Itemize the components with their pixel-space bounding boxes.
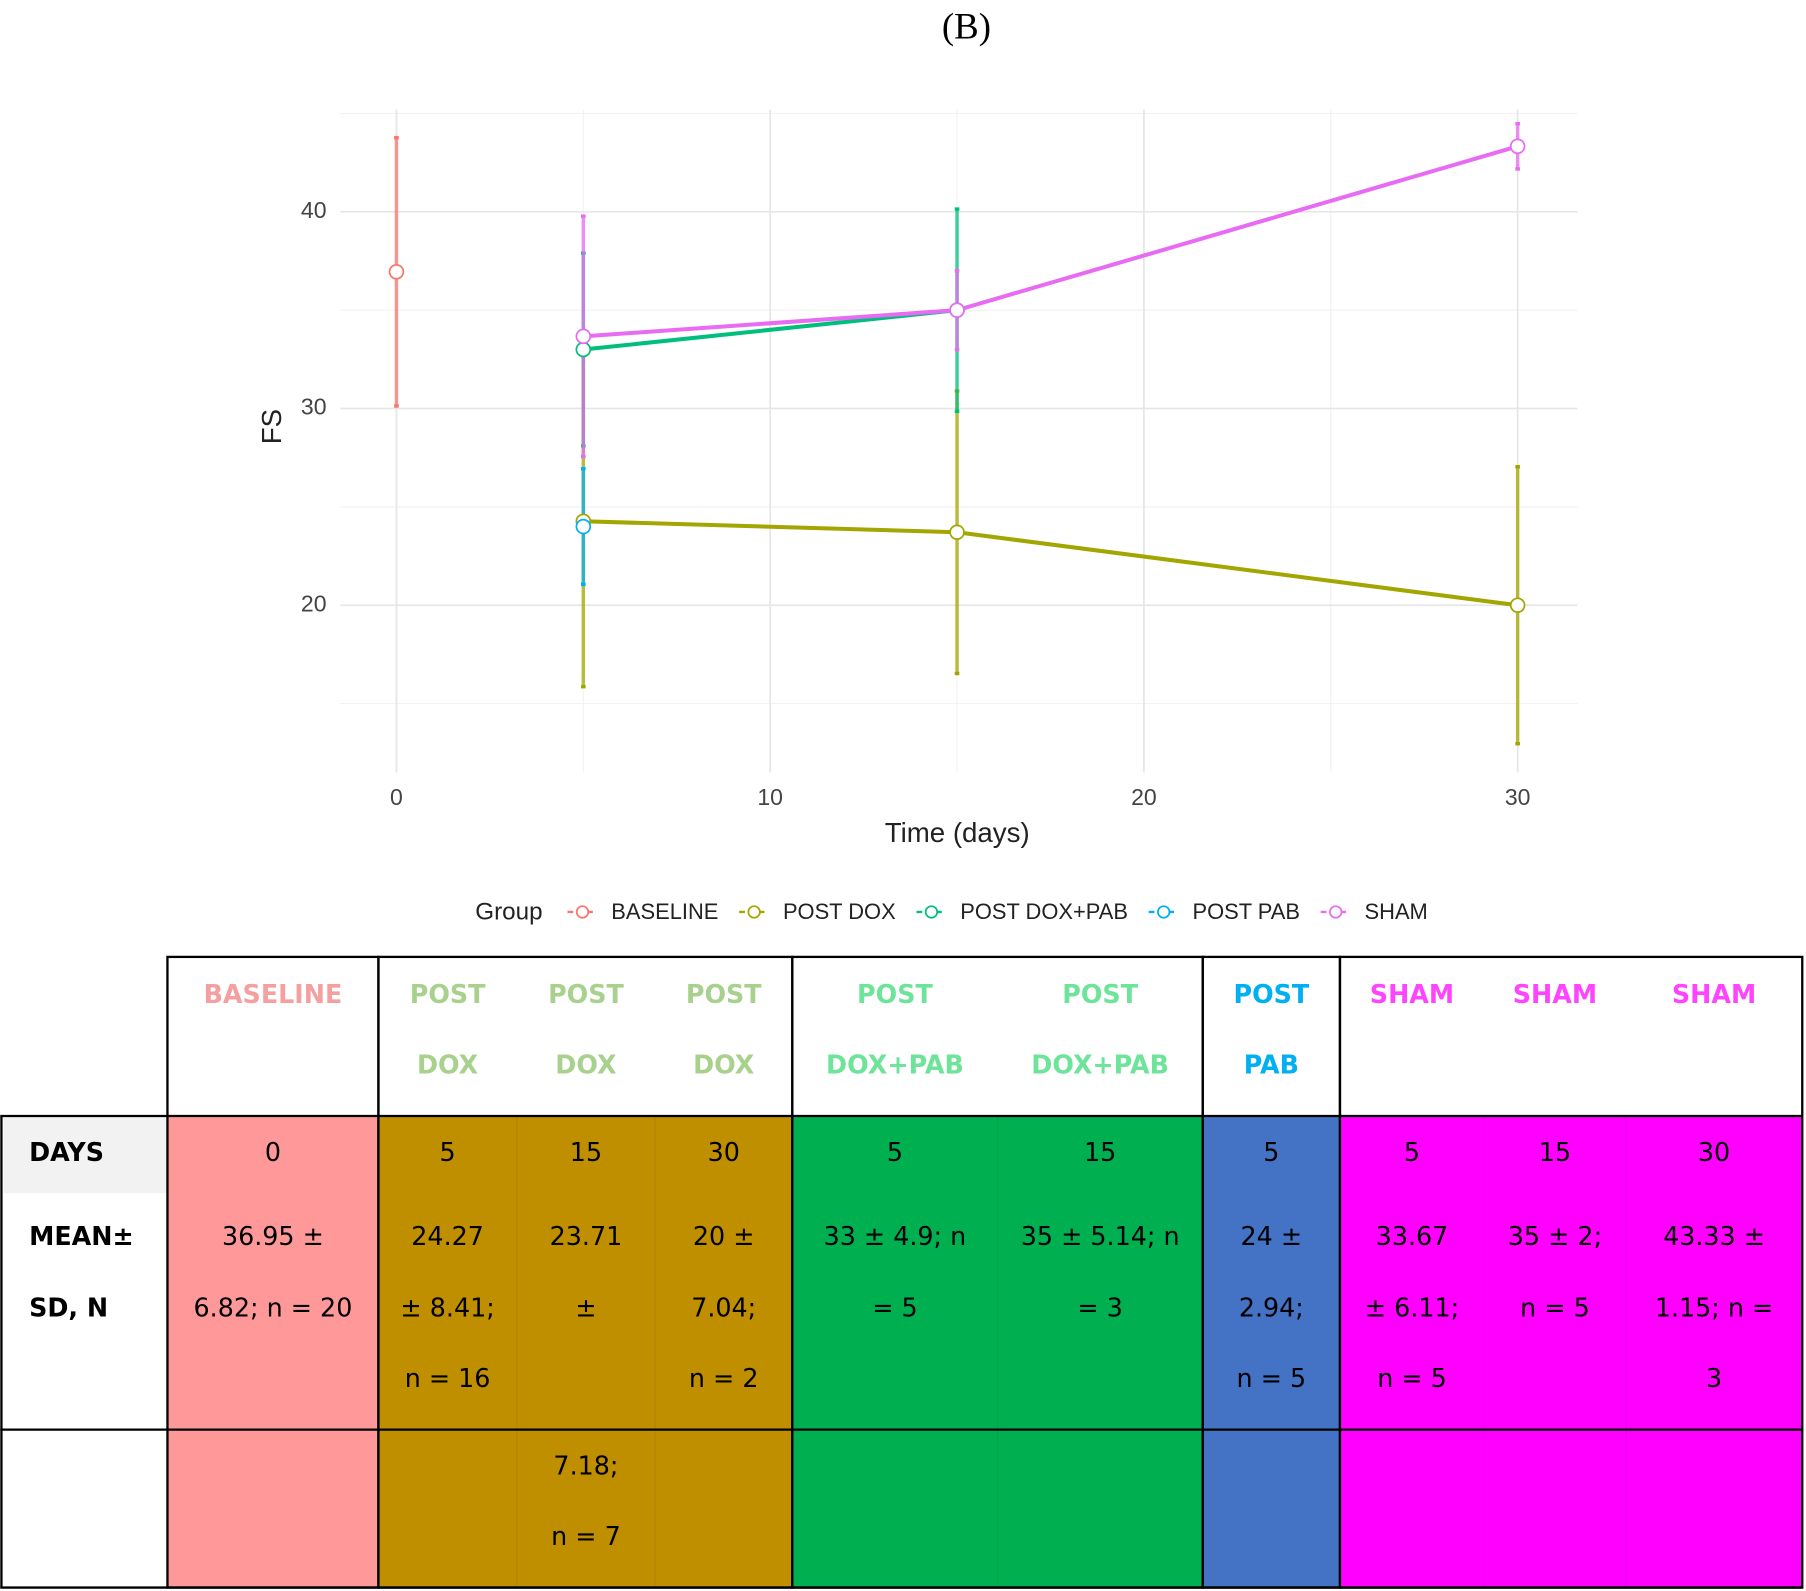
series-line (583, 519, 1518, 608)
mean-cell: 24.27 (411, 1221, 484, 1251)
y-tick-label: 20 (301, 590, 327, 616)
mean-cell: 23.71 (550, 1221, 623, 1251)
legend-marker (747, 905, 761, 919)
mean-cell: 7.18; (553, 1451, 618, 1481)
mean-cell: 35 ± 5.14; n (1021, 1221, 1180, 1251)
row-label-bg (3, 1116, 168, 1194)
legend-marker (924, 905, 939, 919)
mean-cell: ± 8.41; (400, 1293, 494, 1323)
mean-cell: 35 ± 2; (1508, 1221, 1602, 1251)
header-label: POST (1062, 979, 1138, 1009)
group-fill (1202, 1116, 1340, 1588)
mean-cell: 24 ± (1241, 1221, 1303, 1251)
point (388, 264, 405, 280)
header-label: DOX (693, 1049, 755, 1079)
y-tick-label: 40 (301, 197, 327, 223)
mean-cell: 6.82; n = 20 (194, 1293, 353, 1323)
point (575, 518, 592, 535)
legend-marker (575, 905, 590, 919)
mean-cell: = 5 (872, 1293, 917, 1323)
row-label: SD, N (29, 1293, 108, 1323)
legend-label: POST DOX (783, 899, 896, 924)
header-label: BASELINE (204, 979, 343, 1009)
x-tick-label: 20 (1131, 784, 1157, 810)
mean-cell: 43.33 ± (1663, 1221, 1765, 1251)
point (1509, 138, 1526, 155)
point (1509, 597, 1526, 614)
group-fill (167, 1116, 379, 1588)
mean-cell: 3 (1706, 1363, 1722, 1393)
days-cell: 5 (887, 1137, 903, 1167)
row-label: DAYS (29, 1137, 104, 1167)
chart-title: (B) (942, 5, 991, 47)
mean-cell: n = 7 (551, 1521, 621, 1551)
header-label: DOX+PAB (826, 1049, 964, 1079)
row-label: MEAN± (29, 1221, 134, 1251)
legend-title: Group (475, 898, 542, 925)
header-label: POST (857, 979, 933, 1009)
days-cell: 30 (1698, 1137, 1730, 1167)
header-label: SHAM (1370, 979, 1454, 1009)
header-label: DOX (555, 1049, 617, 1079)
days-cell: 15 (570, 1137, 602, 1167)
header-label: POST (1233, 979, 1309, 1009)
mean-cell: n = 5 (1377, 1363, 1447, 1393)
header-label: DOX+PAB (1031, 1049, 1169, 1079)
days-cell: 0 (265, 1137, 281, 1167)
mean-cell: = 3 (1077, 1293, 1122, 1323)
days-cell: 5 (1404, 1137, 1420, 1167)
days-cell: 30 (708, 1137, 740, 1167)
header-label: DOX (417, 1049, 479, 1079)
mean-cell: n = 5 (1237, 1363, 1307, 1393)
y-axis-label: FS (256, 409, 287, 444)
mean-cell: n = 16 (405, 1363, 491, 1393)
series-line (583, 308, 958, 352)
legend-label: BASELINE (611, 899, 718, 924)
mean-cell: ± 6.11; (1365, 1293, 1459, 1323)
group-fill (792, 1116, 1203, 1588)
x-axis-label: Time (days) (885, 817, 1030, 848)
y-tick-label: 30 (301, 394, 327, 420)
mean-cell: 1.15; n = (1655, 1293, 1773, 1323)
point (575, 328, 592, 345)
mean-cell: 36.95 ± (222, 1221, 324, 1251)
legend-label: POST DOX+PAB (960, 899, 1128, 924)
mean-cell: 20 ± (693, 1221, 755, 1251)
days-cell: 5 (440, 1137, 456, 1167)
x-tick-label: 0 (390, 784, 403, 810)
days-cell: 5 (1263, 1137, 1279, 1167)
x-tick-label: 10 (757, 784, 783, 810)
days-cell: 15 (1539, 1137, 1571, 1167)
legend-marker (1329, 905, 1343, 919)
legend-label: POST PAB (1193, 899, 1300, 924)
header-label: PAB (1244, 1049, 1299, 1079)
days-cell: 15 (1084, 1137, 1116, 1167)
mean-cell: 33 ± 4.9; n (824, 1221, 967, 1251)
header-label: POST (410, 979, 486, 1009)
mean-cell: ± (575, 1293, 596, 1323)
mean-cell: n = 5 (1520, 1293, 1590, 1323)
mean-cell: 2.94; (1239, 1293, 1304, 1323)
legend-label: SHAM (1365, 899, 1428, 924)
header-label: POST (686, 979, 762, 1009)
header-label: SHAM (1672, 979, 1756, 1009)
point (575, 341, 592, 358)
mean-cell: 33.67 (1376, 1221, 1449, 1251)
header-label: POST (548, 979, 624, 1009)
group-fill (1339, 1116, 1803, 1588)
mean-cell: 7.04; (691, 1293, 756, 1323)
point (949, 524, 965, 541)
x-tick-label: 30 (1505, 784, 1531, 810)
mean-cell: n = 2 (689, 1363, 759, 1393)
series-line (583, 144, 1519, 339)
header-label: SHAM (1513, 979, 1597, 1009)
legend-marker (1157, 905, 1171, 919)
group-fill (378, 1116, 793, 1588)
point (949, 302, 965, 318)
